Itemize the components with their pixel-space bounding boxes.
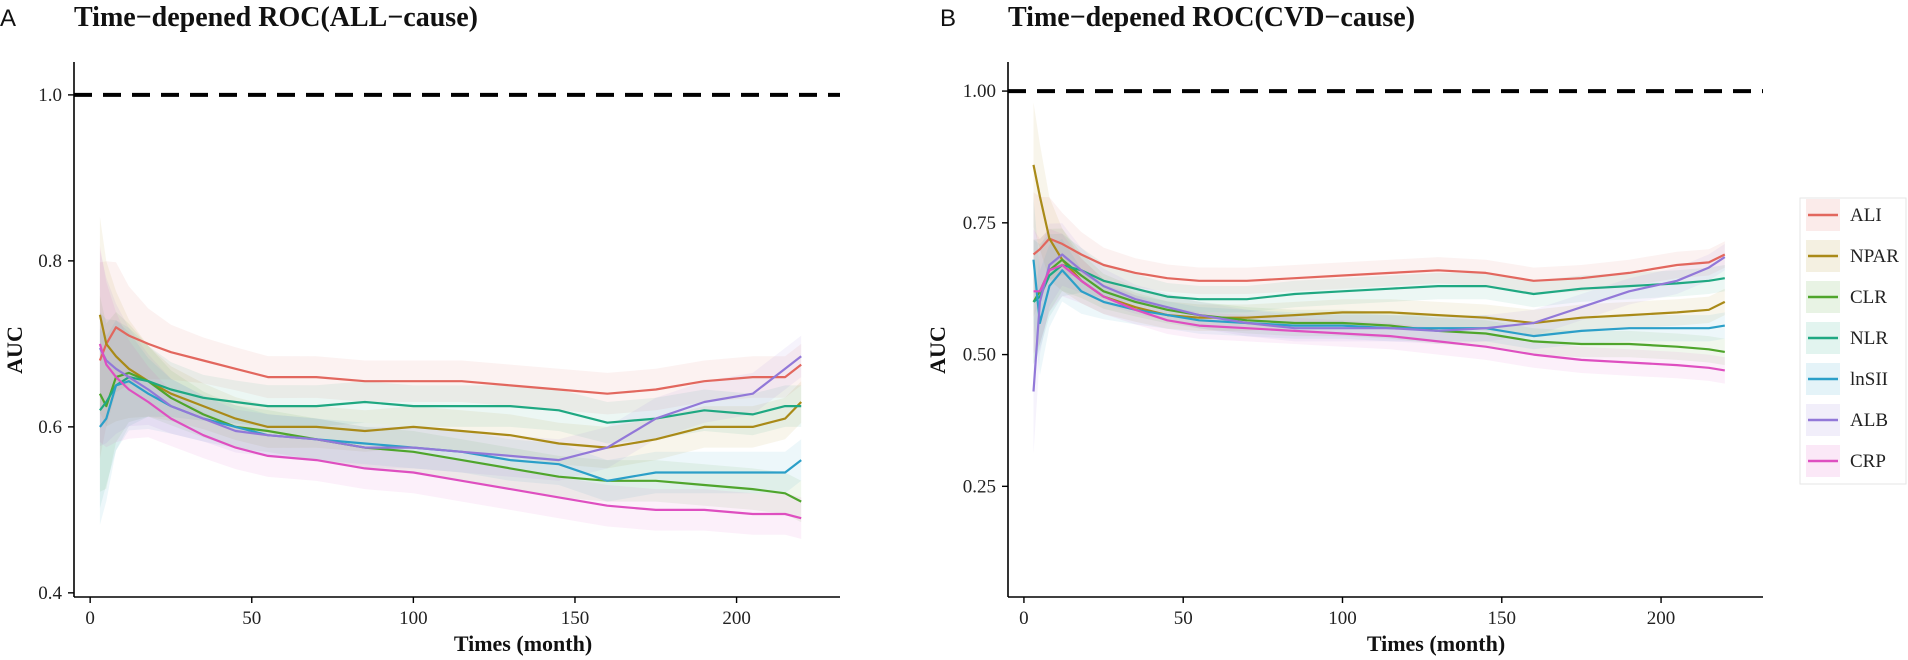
panel-b-x-tick-label: 50 [1174,608,1193,629]
panel-b-line-lnsii [1032,259,1725,338]
panel-b-band-crp [1033,228,1725,384]
legend-label-nlr: NLR [1850,328,1888,349]
panel-a-y-tick-label: 1.0 [38,85,62,106]
panel-a-line-alb [98,347,802,462]
legend-label-lnsii: lnSII [1850,369,1888,390]
panel-a-x-tick-label: 0 [85,608,95,629]
panel-b-x-tick-label: 200 [1647,608,1676,629]
panel-a: A Time−depened ROC(ALL−cause) Times (mon… [0,2,840,656]
panel-a-band-ali [99,261,802,459]
panel-b-letter: B [940,5,956,32]
panel-a-line-lnsii [99,380,802,482]
panel-a-band-nlr [99,312,802,509]
panel-a-line-nlr [99,376,802,424]
panel-a-x-axis-title: Times (month) [454,631,592,656]
legend-frame [1799,197,1907,485]
panel-a-x-tick-label: 200 [722,608,751,629]
panel-a-band-alb [99,250,802,481]
panel-b-line-ali [1032,237,1726,282]
panel-b-x-tick-label: 100 [1328,608,1357,629]
panel-a-y-tick-label: 0.6 [38,417,62,438]
panel-b-y-tick-label: 0.50 [963,345,996,366]
panel-a-band-crp [99,245,802,539]
panel-b-band-alb [1033,223,1725,454]
panel-b: B Time−depened ROC(CVD−cause) Times (mon… [925,2,1763,656]
panel-a-x-tick-label: 150 [561,608,590,629]
legend-label-npar: NPAR [1850,246,1899,267]
panel-a-y-tick-label: 0.4 [38,583,62,604]
panel-a-letter: A [0,5,16,32]
panel-a-line-npar [98,314,802,449]
panel-b-band-clr [1033,228,1725,366]
panel-a-y-tick-label: 0.8 [38,251,62,272]
panel-a-y-axis-title: AUC [2,326,27,374]
panel-b-y-axis-title: AUC [925,326,950,374]
legend-label-crp: CRP [1850,451,1886,472]
panel-b-line-crp [1033,263,1725,372]
panel-b-band-ali [1033,192,1725,317]
panel-b-title: Time−depened ROC(CVD−cause) [1008,2,1415,33]
panel-a-band-npar [99,216,802,469]
panel-b-line-alb [1032,253,1726,392]
panel-a-band-lnsii [99,320,802,525]
panel-a-line-crp [98,343,802,520]
panel-b-x-tick-label: 0 [1019,608,1029,629]
panel-a-band-clr [99,295,802,523]
legend-label-alb: ALB [1850,410,1888,431]
panel-b-line-clr [1032,258,1725,353]
panel-a-title: Time−depened ROC(ALL−cause) [74,2,478,33]
panel-a-line-ali [98,326,802,395]
panel-b-x-tick-label: 150 [1488,608,1517,629]
panel-a-x-tick-label: 100 [399,608,428,629]
panel-b-y-tick-label: 0.75 [963,213,996,234]
legend-label-ali: ALI [1850,205,1882,226]
panel-b-y-tick-label: 0.25 [963,476,996,497]
panel-b-band-nlr [1033,233,1725,365]
legend-label-clr: CLR [1850,287,1887,308]
panel-a-x-tick-label: 50 [242,608,261,629]
panel-b-line-nlr [1032,263,1725,303]
legend: ALI NPAR CLR NLR lnSII ALB CRP [1799,197,1907,485]
panel-b-y-tick-label: 1.00 [963,81,996,102]
panel-b-band-lnsii [1033,197,1725,376]
panel-b-x-axis-title: Times (month) [1367,631,1505,656]
